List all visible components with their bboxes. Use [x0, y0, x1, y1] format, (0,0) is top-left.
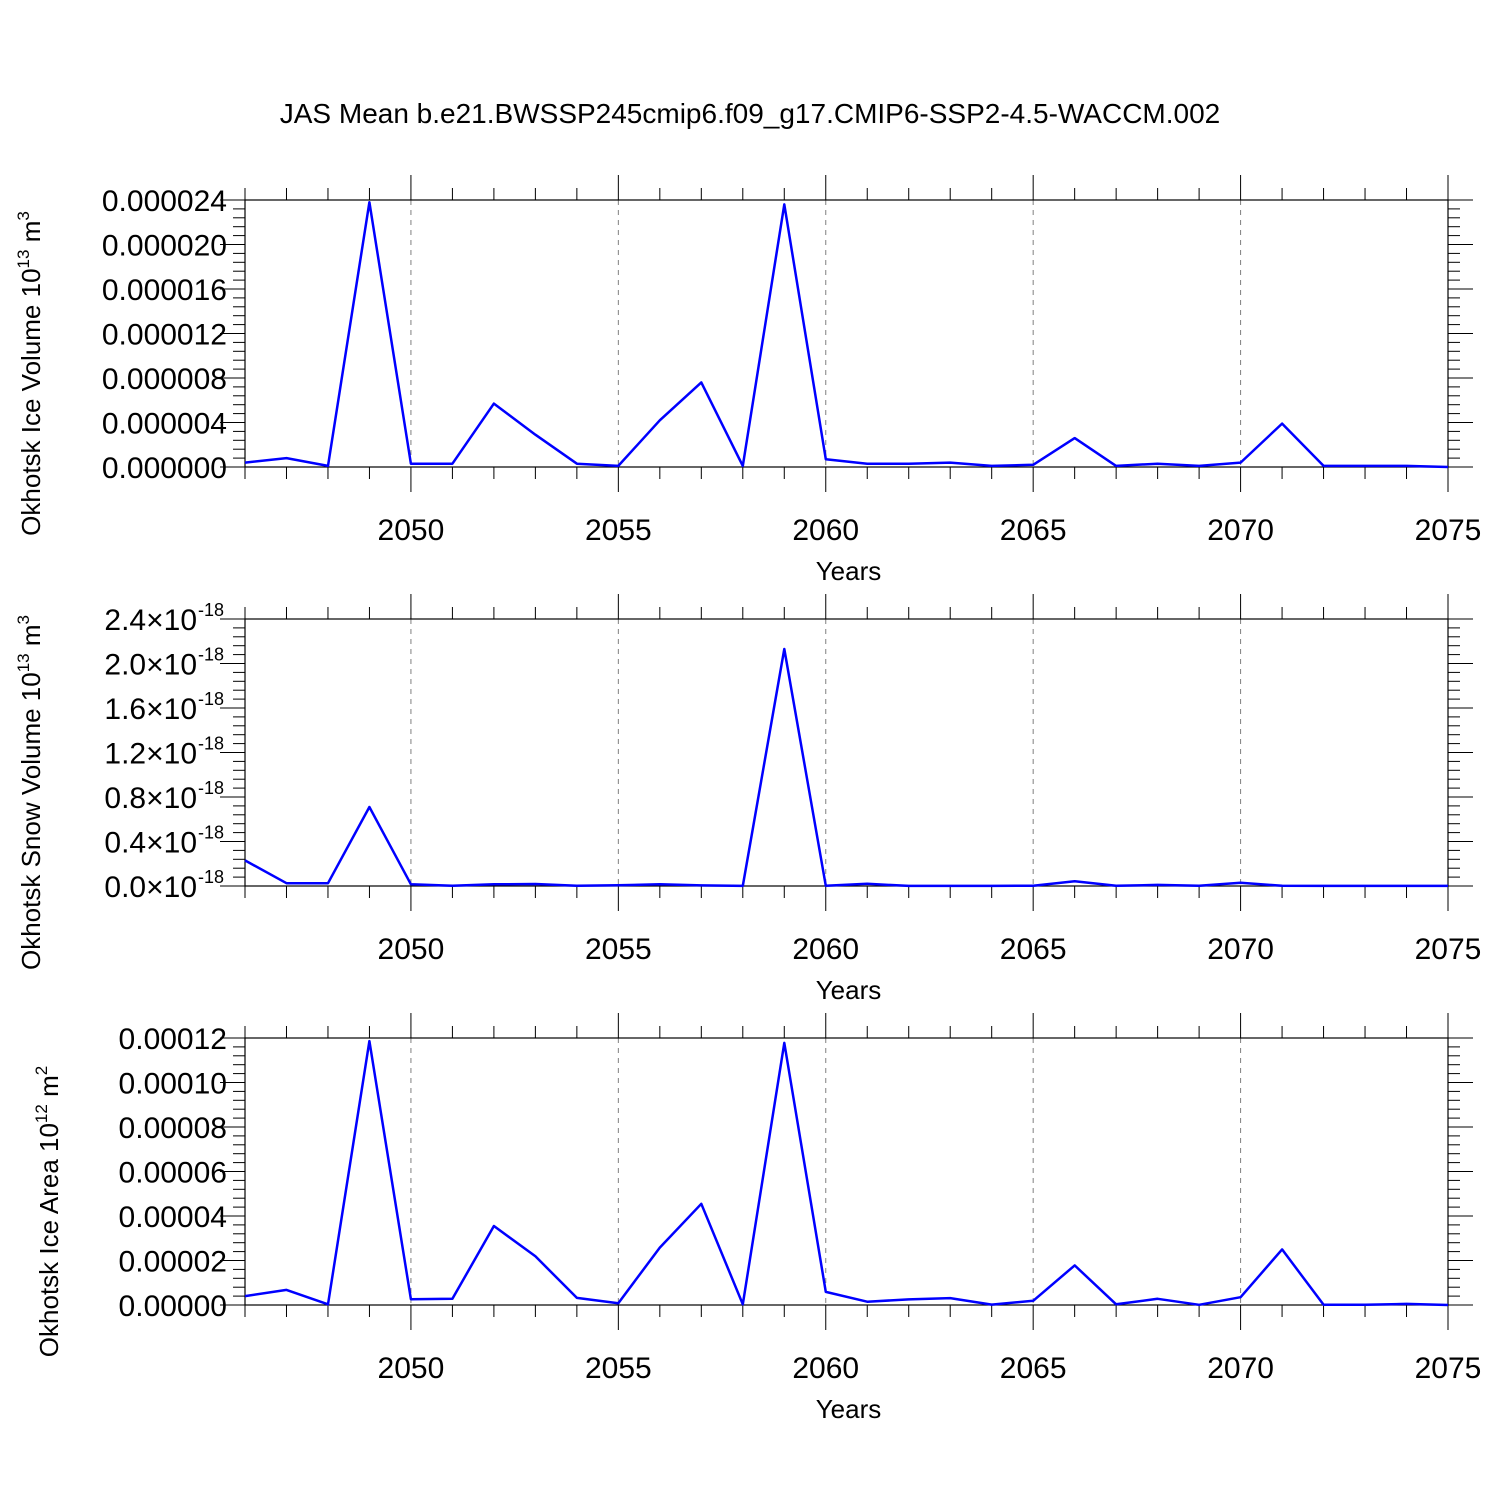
y-tick-label: 0.00006 — [119, 1157, 227, 1190]
y-tick-label: 0.000000 — [102, 452, 227, 485]
x-tick-label: 2060 — [792, 933, 859, 966]
y-tick-exponent: -18 — [198, 600, 224, 620]
plot-frame — [244, 618, 1449, 887]
y-tick-exponent: -18 — [198, 823, 224, 843]
y-tick-label: 0.000004 — [102, 408, 227, 441]
x-tick-label: 2050 — [378, 933, 445, 966]
y-tick-label: 0.00010 — [119, 1068, 227, 1101]
series-line — [244, 1039, 1449, 1307]
x-tick-label: 2065 — [1000, 933, 1067, 966]
x-tick-label: 2065 — [1000, 1352, 1067, 1385]
x-tick-label: 2075 — [1415, 514, 1482, 547]
y-tick-label: 0.000012 — [102, 319, 227, 352]
x-tick-label: 2075 — [1415, 1352, 1482, 1385]
x-tick-label: 2060 — [792, 1352, 859, 1385]
y-tick-label: 0.000020 — [102, 230, 227, 263]
x-tick-label: 2060 — [792, 514, 859, 547]
y-axis-label: Okhotsk Snow Volume 1013 m3 — [14, 615, 46, 970]
panel-1: 2050 2055 2060 2065 2070 2075 0.000000 0.000004… — [14, 175, 1481, 586]
x-tick-label: 2070 — [1207, 933, 1274, 966]
y-tick-label: 2.0×10 — [104, 649, 197, 682]
y-tick-exponent: -18 — [198, 645, 224, 665]
y-tick-label: 0.00012 — [119, 1023, 227, 1056]
x-tick-label: 2075 — [1415, 933, 1482, 966]
x-tick-label: 2055 — [585, 514, 652, 547]
y-tick-exponent: -18 — [198, 867, 224, 887]
y-tick-label: 0.4×10 — [104, 827, 197, 860]
y-tick-label: 0.000008 — [102, 363, 227, 396]
series-line — [244, 647, 1448, 888]
x-axis-label: Years — [816, 556, 882, 586]
y-axis-label: Okhotsk Ice Volume 1013 m3 — [14, 211, 46, 536]
y-tick-exponent: -18 — [198, 778, 224, 798]
x-tick-label: 2050 — [378, 1352, 445, 1385]
y-tick-label: 0.00002 — [119, 1246, 227, 1279]
series-line — [244, 200, 1449, 469]
x-tick-label: 2070 — [1207, 1352, 1274, 1385]
panel-3: 2050 2055 2060 2065 2070 2075 0.00000 0.00002 0.… — [32, 1013, 1481, 1424]
y-tick-label: 0.00004 — [119, 1201, 227, 1234]
y-tick-label: 0.0×10 — [104, 871, 197, 904]
figure-title: JAS Mean b.e21.BWSSP245cmip6.f09_g17.CMI… — [279, 98, 1221, 129]
x-tick-label: 2070 — [1207, 514, 1274, 547]
y-tick-exponent: -18 — [198, 689, 224, 709]
y-axis-label: Okhotsk Ice Area 1012 m2 — [32, 1066, 64, 1357]
y-tick-label: 0.000016 — [102, 274, 227, 307]
y-tick-label: 0.000024 — [102, 185, 227, 218]
y-tick-label: 2.4×10 — [104, 604, 197, 637]
x-tick-label: 2050 — [378, 514, 445, 547]
x-tick-label: 2055 — [585, 1352, 652, 1385]
y-tick-label: 0.8×10 — [104, 782, 197, 815]
y-tick-label: 1.2×10 — [104, 738, 197, 771]
x-tick-label: 2065 — [1000, 514, 1067, 547]
plot-frame — [244, 199, 1449, 468]
y-tick-exponent: -18 — [198, 734, 224, 754]
x-axis-label: Years — [816, 975, 882, 1005]
x-tick-label: 2055 — [585, 933, 652, 966]
y-tick-label: 1.6×10 — [104, 693, 197, 726]
y-tick-label: 0.00008 — [119, 1112, 227, 1145]
x-axis-label: Years — [816, 1394, 882, 1424]
y-tick-label: 0.00000 — [119, 1290, 227, 1323]
